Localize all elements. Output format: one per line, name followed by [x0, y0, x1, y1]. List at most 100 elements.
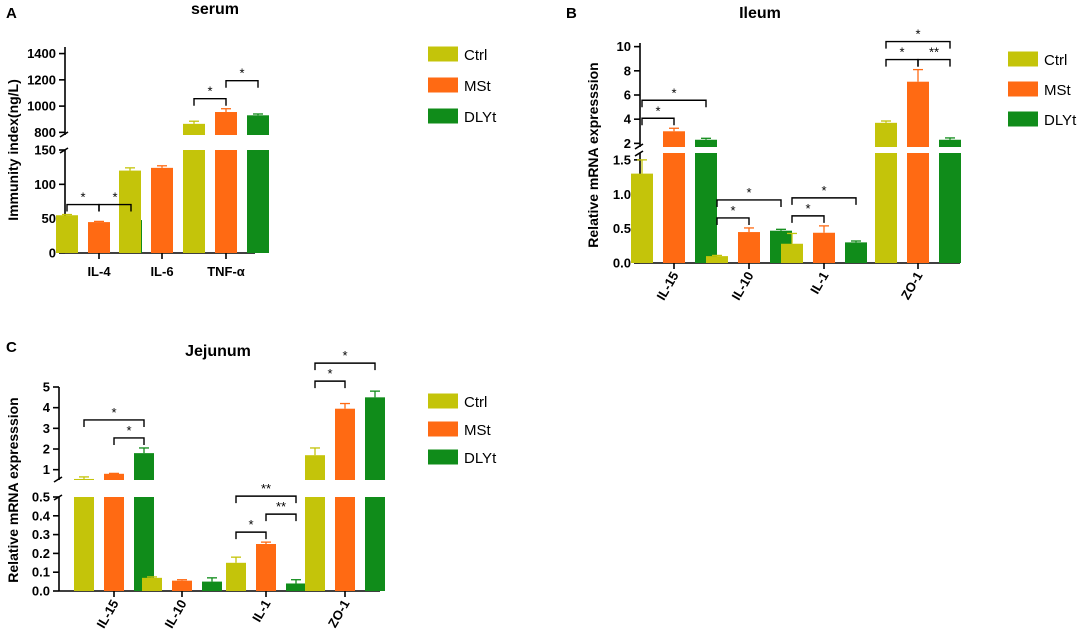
y-tick-label: 800 [34, 125, 56, 140]
bar-ctrl-il-15-upper [74, 478, 94, 480]
significance-label: * [126, 423, 131, 438]
significance-label: * [746, 185, 751, 200]
y-tick-label: 0.4 [32, 508, 51, 523]
bar-mst-il-10 [738, 232, 760, 263]
axis-break-mark [53, 476, 63, 483]
significance-bracket [314, 380, 346, 389]
significance-label: * [730, 203, 735, 218]
bar-dlyt-zo-1 [939, 153, 961, 263]
bar-dlyt-il-15 [695, 153, 717, 263]
bar-ctrl-tnf-α [183, 150, 205, 253]
significance-bracket [225, 80, 259, 88]
bar-mst-il-1 [256, 544, 276, 591]
significance-label: * [112, 190, 117, 205]
significance-label: * [342, 348, 347, 363]
x-tick-label: ZO-1 [325, 597, 353, 630]
bar-dlyt-il-1 [286, 583, 306, 591]
bar-dlyt-tnf-α-upper [247, 115, 269, 135]
legend-label-mst: MSt [464, 422, 492, 439]
legend-swatch-mst [428, 77, 458, 93]
bar-mst-zo-1 [335, 497, 355, 591]
bar-dlyt-tnf-α [247, 150, 269, 253]
significance-label: ** [261, 481, 271, 496]
panel-title: Ileum [739, 5, 781, 22]
y-tick-label: 0.5 [613, 221, 631, 236]
legend-label-dlyt: DLYt [464, 450, 497, 467]
bar-mst-il-10 [172, 580, 192, 591]
y-tick-label: 2 [624, 136, 631, 151]
y-tick-label: 1200 [27, 72, 56, 87]
bar-ctrl-il-10 [142, 577, 162, 591]
bar-dlyt-il-10 [202, 581, 222, 591]
legend-swatch-mst [1008, 81, 1038, 97]
significance-label: ** [929, 45, 939, 60]
axis-break-mark [634, 143, 644, 150]
significance-bracket [193, 98, 227, 106]
legend-swatch-dlyt [428, 108, 458, 124]
y-tick-label: 1.0 [613, 187, 631, 202]
bar-dlyt-zo-1-upper [365, 397, 385, 480]
y-tick-label: 1.5 [613, 152, 631, 167]
significance-bracket [265, 513, 297, 522]
bar-mst-tnf-α [215, 150, 237, 253]
x-tick-label: IL-15 [93, 597, 121, 631]
y-tick-label: 0.0 [613, 256, 631, 271]
bar-mst-il-15 [663, 153, 685, 263]
legend-swatch-dlyt [1008, 111, 1038, 127]
significance-bracket [716, 217, 750, 225]
significance-bracket [885, 58, 919, 67]
bar-mst-il-4 [88, 222, 110, 253]
bar-dlyt-il-15 [134, 497, 154, 591]
y-tick-label: 6 [624, 88, 631, 103]
significance-bracket [716, 199, 782, 207]
significance-label: * [248, 517, 253, 532]
y-tick-label: 0.5 [32, 490, 50, 505]
significance-bracket [235, 531, 267, 540]
bar-mst-il-6 [151, 167, 173, 253]
bar-ctrl-il-10 [706, 256, 728, 263]
bar-dlyt-il-15-upper [695, 139, 717, 147]
y-tick-label: 4 [624, 112, 632, 127]
significance-label: * [239, 66, 244, 81]
y-tick-label: 4 [43, 400, 51, 415]
bar-ctrl-zo-1 [875, 153, 897, 263]
panel-letter: B [566, 5, 577, 22]
y-tick-label: 1400 [27, 46, 56, 61]
x-tick-label: IL-6 [150, 264, 173, 279]
bar-dlyt-zo-1-upper [939, 139, 961, 147]
significance-bracket [791, 197, 857, 205]
axis-break-mark [59, 131, 69, 138]
significance-label: * [805, 201, 810, 216]
legend-label-dlyt: DLYt [1044, 112, 1077, 129]
bar-ctrl-zo-1 [305, 497, 325, 591]
legend-swatch-ctrl [1008, 51, 1038, 67]
x-tick-label: IL-1 [807, 269, 832, 297]
significance-label: * [80, 190, 85, 205]
significance-bracket [641, 99, 707, 108]
panel-c: C Jejunum Relative mRNA expresssion 0.0 0.1 0… [5, 339, 497, 631]
bar-mst-il-15-upper [104, 473, 124, 480]
y-tick-label: 3 [43, 421, 50, 436]
significance-bracket [917, 58, 951, 67]
bar-mst-tnf-α-upper [215, 112, 237, 135]
legend-label-mst: MSt [464, 78, 492, 95]
significance-bracket [885, 40, 951, 49]
significance-label: * [915, 27, 920, 42]
bar-mst-il-1 [813, 232, 835, 263]
panel-b: B Ileum Relative mRNA expresssion 0.0 0.5 1.0… [566, 5, 1077, 303]
y-axis-label: Relative mRNA expresssion [585, 62, 601, 247]
bar-ctrl-il-15 [631, 173, 653, 263]
panel-title: serum [191, 1, 239, 18]
significance-bracket [791, 215, 825, 223]
y-tick-label: 1000 [27, 99, 56, 114]
y-tick-label: 8 [624, 63, 631, 78]
significance-bracket [113, 437, 145, 445]
bar-mst-zo-1-upper [907, 81, 929, 147]
y-tick-label: 100 [34, 177, 56, 192]
y-axis-label: Immunity index(ng/L) [5, 79, 21, 221]
y-tick-label: 50 [42, 211, 56, 226]
significance-bracket [98, 203, 132, 212]
bar-ctrl-il-4 [56, 215, 78, 253]
bar-ctrl-il-1 [781, 243, 803, 263]
